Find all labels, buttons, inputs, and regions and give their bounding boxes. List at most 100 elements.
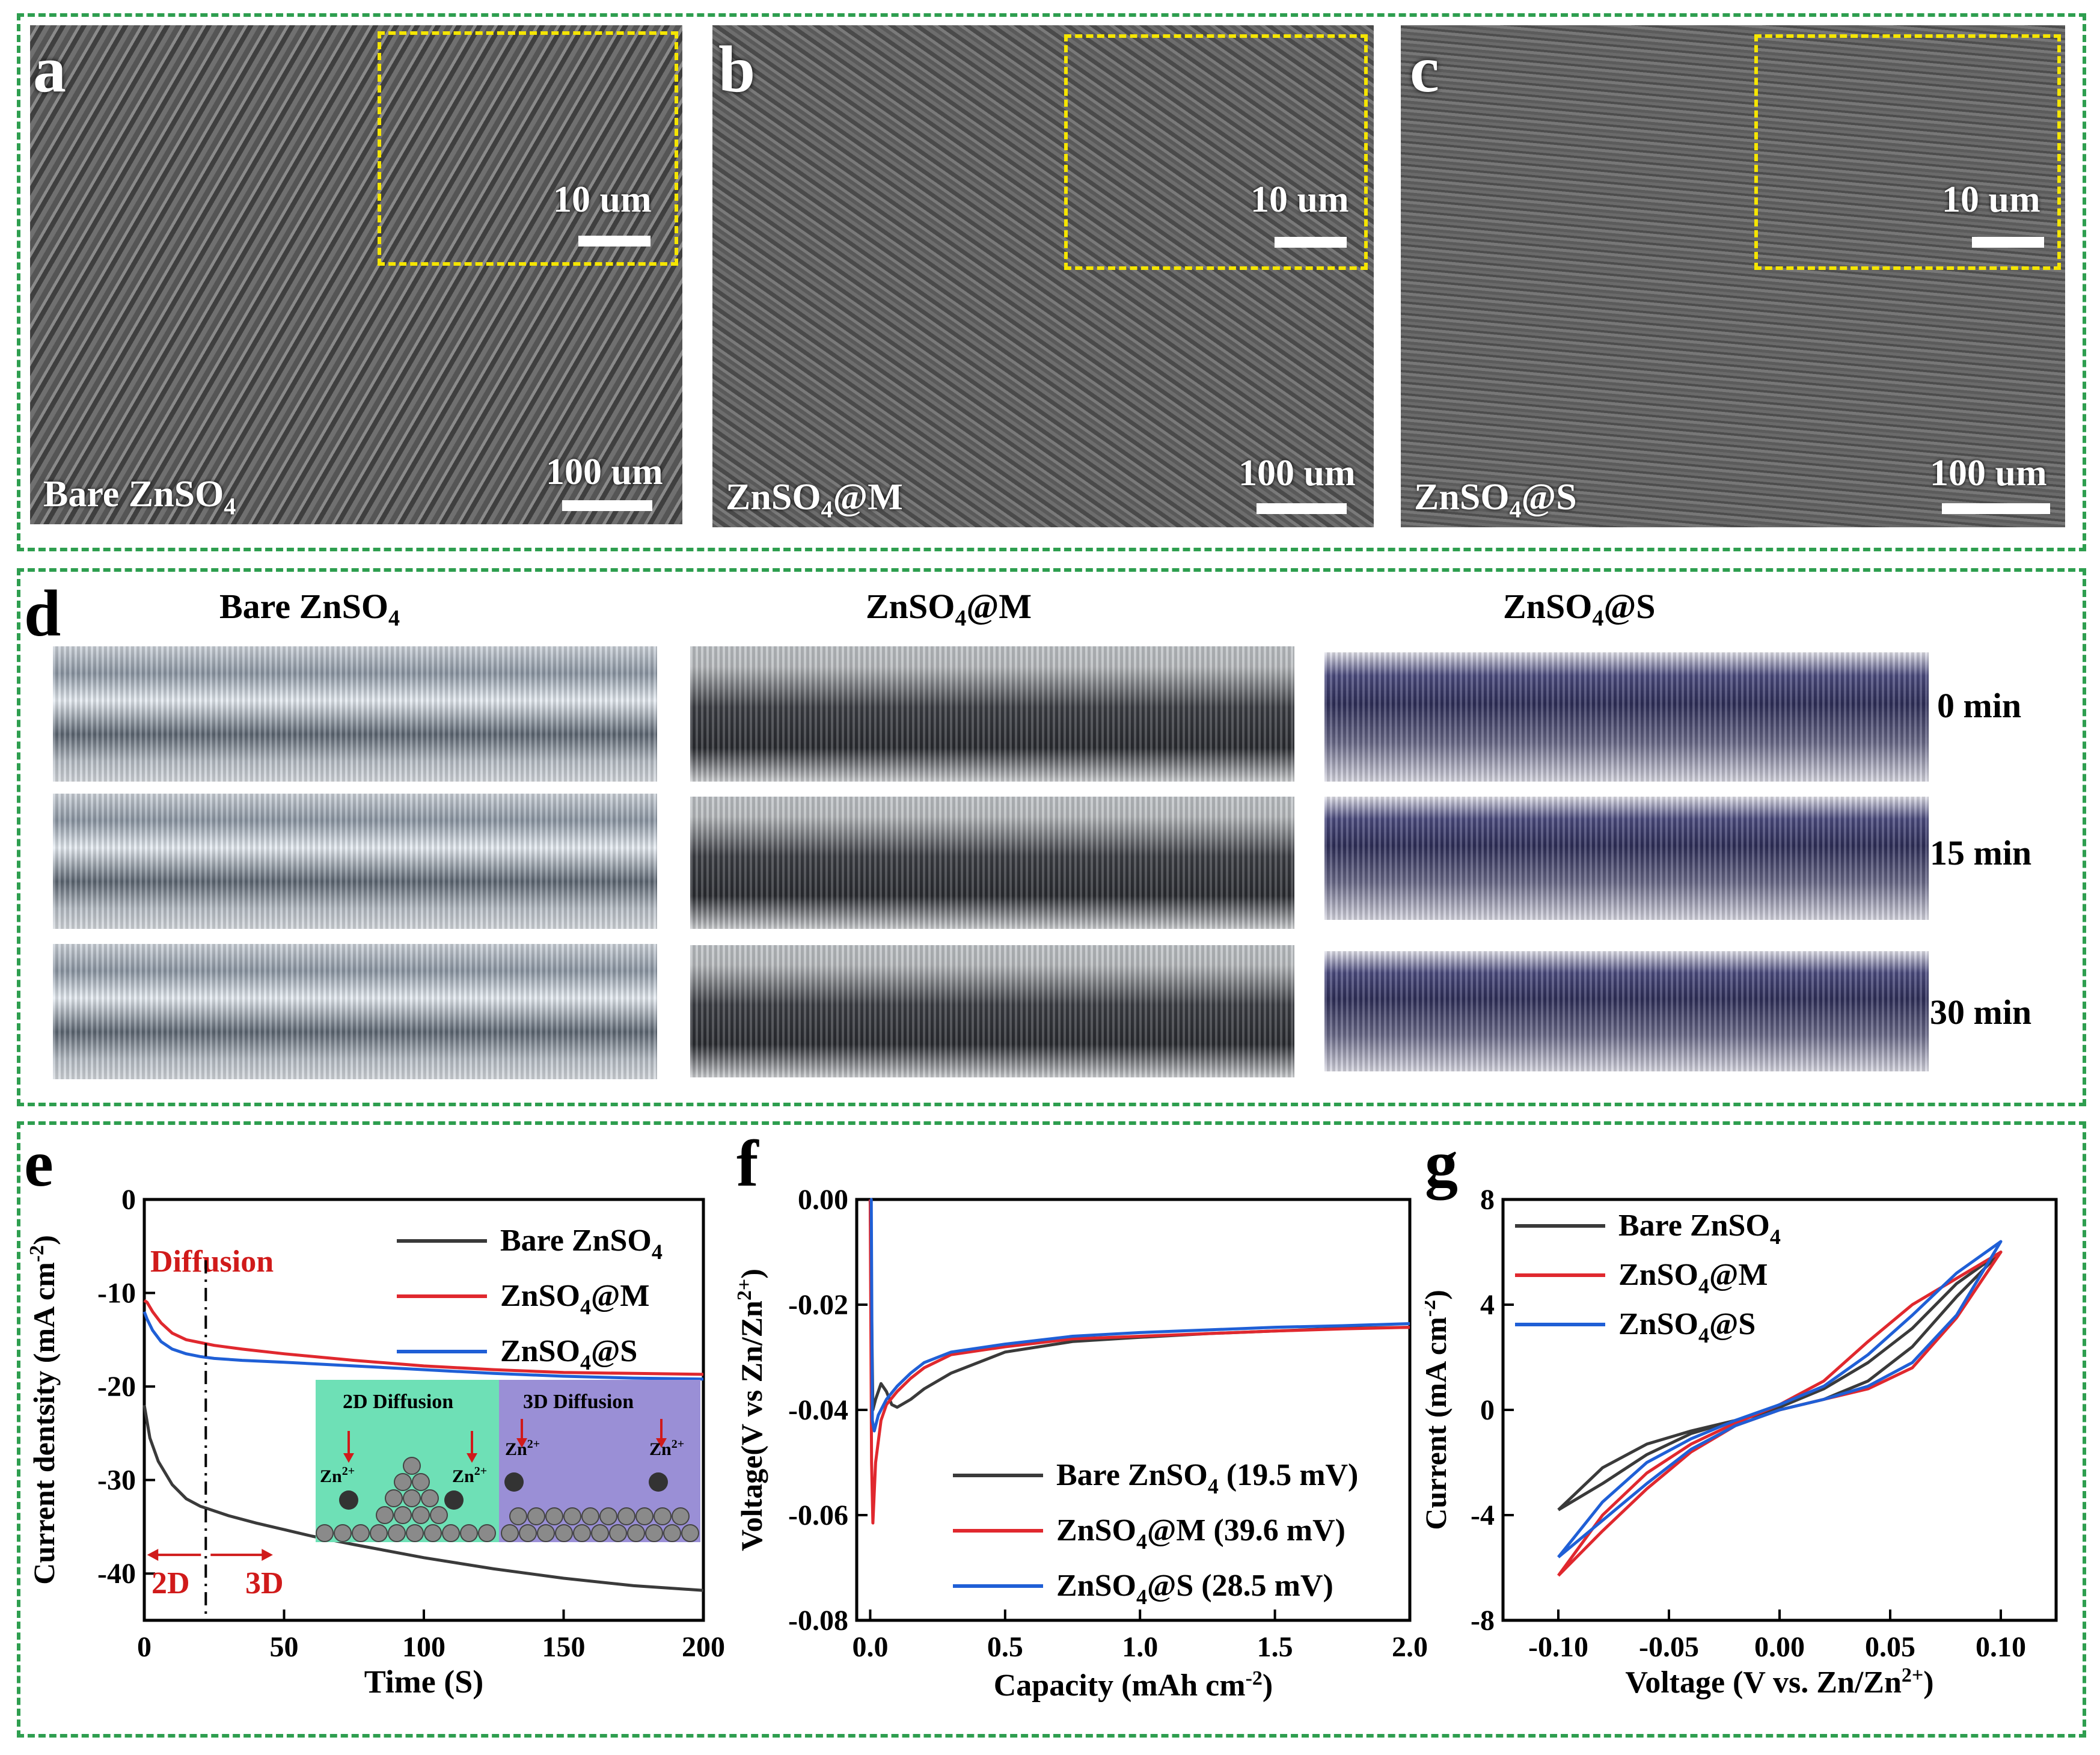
y-tick-label: -10 [97,1278,136,1309]
scale-bar [1942,503,2050,514]
inset-scale-label: 10 um [1251,179,1349,220]
inset-spheres [316,1419,699,1542]
inset-ion-label: Zn2+ [505,1438,540,1459]
time-label-15: 15 min [1930,833,2032,872]
series-line-m [868,1199,1410,1525]
scale-label: 100 um [546,452,663,492]
region-3d-label: 3D [245,1566,284,1600]
y-tick-label: -0.06 [788,1499,848,1531]
diffusion-annotation: Diffusion [150,1245,274,1279]
sem-section-box [17,13,2086,551]
chart-linear-sweep: -0.10 -0.05 0.00 0.05 0.10 8 4 0 -4 -8 Bare ZnSO4… [1425,1184,2058,1700]
y-axis-title: Current dentsity (mA cm-2) [26,1235,61,1584]
x-tick-label: 0.5 [987,1631,1023,1663]
photo-s-15min [1324,797,1929,920]
y-tick-label: -0.04 [788,1394,848,1426]
photo-bare-15min [53,794,657,929]
x-tick-label: 1.0 [1122,1631,1158,1663]
time-label-0: 0 min [1937,686,2022,725]
column-label-s: ZnSO4@S [1503,587,1656,631]
photo-bare-30min [53,944,657,1079]
legend-label: ZnSO4@S (28.5 mV) [1056,1569,1333,1609]
time-label-30: 30 min [1930,993,2032,1032]
sem-image-m: 10 um 100 um ZnSO4@M [712,25,1374,527]
x-tick-label: 100 [402,1631,445,1663]
inset-scale-bar [1275,237,1347,248]
inset-scale-bar [1972,237,2044,248]
scale-label: 100 um [1238,453,1356,494]
sample-label: Bare ZnSO4 [43,474,236,520]
x-axis-title: Time (S) [364,1664,484,1700]
inset-scale-bar [578,236,651,247]
scale-label: 100 um [1930,453,2047,494]
legend-label: Bare ZnSO4 (19.5 mV) [1056,1458,1358,1498]
inset-scale-label: 10 um [1942,179,2040,220]
sem-image-bare: 10 um 100 um Bare ZnSO4 [30,25,682,524]
y-tick-label: -8 [1471,1605,1495,1637]
inset-2d-title: 2D Diffusion [343,1391,453,1413]
x-tick-label: 150 [542,1631,586,1663]
y-tick-label: 0.00 [798,1184,848,1216]
series-line-s [142,1311,704,1381]
chart-chronoamperometry: 0 50 100 150 200 0 -10 -20 -30 -40 2D Diffusion 3… [26,1184,725,1700]
legend-label: ZnSO4@M [500,1279,649,1319]
y-tick-label: -20 [97,1371,136,1403]
sample-label: ZnSO4@S [1414,477,1577,523]
arrow-2d-head [147,1549,159,1561]
panel-letter-d: d [24,577,61,650]
inset-scale-label: 10 um [553,179,652,220]
x-tick-label: 0.0 [852,1631,888,1663]
series-line-bare [142,1404,704,1592]
sem-image-s: 10 um 100 um ZnSO4@S [1401,25,2065,527]
x-tick-label: 0.10 [1976,1631,2026,1663]
y-tick-label: 0 [121,1184,136,1216]
y-axis-title: Current (mA cm-2) [1425,1290,1453,1530]
panel-letter-e: e [24,1127,54,1200]
series-line-m [1557,1251,2003,1577]
y-tick-label: 0 [1480,1394,1495,1426]
series-line-s [1557,1240,2003,1558]
panel-letter-a: a [33,32,66,106]
photo-bare-0min [53,646,657,782]
scale-bar [562,500,652,511]
photo-m-15min [690,797,1294,929]
chart-nucleation-overpotential: 0.0 0.5 1.0 1.5 2.00.00-0.02-0.04-0.06-0.08 … [736,1184,1428,1703]
x-tick-label: 1.5 [1257,1631,1293,1663]
series-line-bare [868,1199,1410,1412]
x-tick-label: 50 [270,1631,299,1663]
zoom-inset-box [1064,34,1368,270]
inset-ion-label: Zn2+ [452,1465,487,1486]
plot-frame [855,1198,1412,1622]
x-tick-label: 2.0 [1392,1631,1428,1663]
x-tick-label: 0.00 [1754,1631,1805,1663]
legend-label: Bare ZnSO4 [500,1224,663,1264]
panel-letter-g: g [1425,1127,1458,1200]
scale-bar [1257,503,1347,514]
inset-3d-title: 3D Diffusion [523,1391,634,1413]
y-tick-label: -30 [97,1465,136,1496]
photo-s-0min [1324,652,1929,782]
photo-m-0min [690,646,1294,782]
y-tick-label: -4 [1471,1499,1495,1531]
column-label-bare: Bare ZnSO4 [219,587,400,631]
legend-label: ZnSO4@S [500,1334,637,1374]
x-tick-label: -0.10 [1528,1631,1588,1663]
zoom-inset-box [1754,34,2061,270]
x-tick-label: -0.05 [1639,1631,1699,1663]
x-axis-title: Voltage (V vs. Zn/Zn2+) [1625,1664,1933,1700]
column-label-m: ZnSO4@M [866,587,1032,631]
inset-ion-label: Zn2+ [649,1438,684,1459]
photo-s-30min [1324,951,1929,1071]
y-tick-label: 4 [1480,1289,1495,1321]
x-tick-label: 0.05 [1865,1631,1915,1663]
y-tick-label: -0.08 [788,1605,848,1637]
panel-letter-b: b [718,32,756,106]
arrow-3d-head [262,1549,273,1561]
x-tick-label: 200 [682,1631,725,1663]
series-line-m [143,1299,704,1376]
region-2d-label: 2D [152,1566,190,1600]
panel-letter-f: f [736,1127,759,1200]
legend-label: ZnSO4@M [1618,1258,1768,1298]
legend-label: ZnSO4@M (39.6 mV) [1056,1513,1345,1554]
x-tick-label: 0 [137,1631,152,1663]
